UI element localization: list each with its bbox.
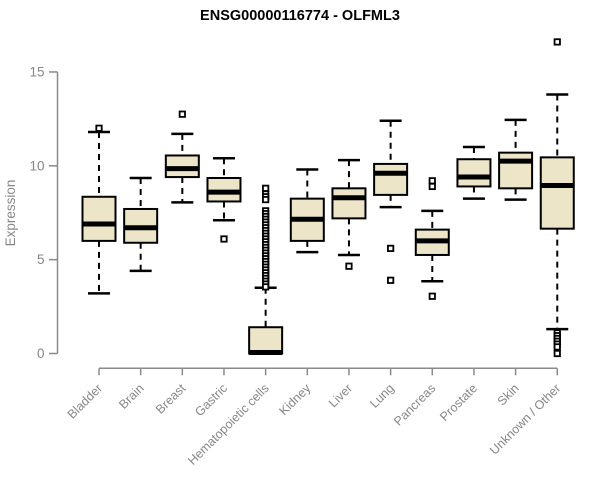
box-iqr-prostate	[456, 158, 492, 188]
outlier-point-pancreas	[428, 292, 436, 300]
x-axis-label-hematopoietic-cells: Hematopoietic cells	[185, 381, 272, 468]
x-axis-label-lung: Lung	[367, 381, 397, 411]
y-axis-tick-label: 5	[37, 252, 45, 267]
box-iqr-lung	[373, 162, 409, 196]
box-iqr-skin	[498, 151, 534, 190]
outlier-point-hematopoietic-cells	[262, 184, 270, 192]
x-axis-label-kidney: Kidney	[276, 381, 313, 418]
y-axis-title: Expression	[3, 180, 18, 247]
outlier-point-unknown-other	[553, 38, 561, 46]
y-axis-tick-label: 0	[37, 346, 45, 361]
outlier-point-unknown-other	[553, 343, 561, 351]
box-iqr-unknown-other	[539, 156, 575, 230]
box-iqr-liver	[331, 187, 367, 220]
y-axis-tick-label: 15	[29, 64, 44, 79]
x-axis-label-skin: Skin	[495, 381, 522, 408]
x-axis-label-brain: Brain	[116, 381, 147, 412]
outlier-point-bladder	[95, 124, 103, 132]
x-axis-label-liver: Liver	[326, 381, 355, 410]
x-axis-label-pancreas: Pancreas	[391, 381, 438, 428]
box-iqr-hematopoietic-cells	[248, 326, 284, 355]
y-axis-tick-label: 10	[29, 158, 44, 173]
outlier-point-liver	[345, 262, 353, 270]
x-axis-label-prostate: Prostate	[437, 381, 480, 424]
outlier-point-pancreas	[428, 177, 436, 185]
outlier-point-unknown-other	[553, 349, 561, 358]
outlier-point-hematopoietic-cells	[262, 195, 270, 204]
x-axis-label-breast: Breast	[153, 381, 189, 417]
chart-title: ENSG00000116774 - OLFML3	[200, 8, 400, 24]
x-axis-label-unknown-other: Unknown / Other	[487, 381, 563, 457]
outlier-point-lung	[387, 276, 395, 284]
outlier-point-pancreas	[428, 182, 436, 191]
x-axis-label-gastric: Gastric	[192, 381, 230, 419]
outlier-point-lung	[387, 244, 395, 252]
outlier-point-breast	[178, 110, 186, 118]
box-iqr-bladder	[81, 195, 117, 242]
outlier-point-gastric	[220, 235, 228, 243]
x-axis-label-bladder: Bladder	[65, 381, 105, 421]
outlier-point-hematopoietic-cells	[262, 283, 270, 291]
